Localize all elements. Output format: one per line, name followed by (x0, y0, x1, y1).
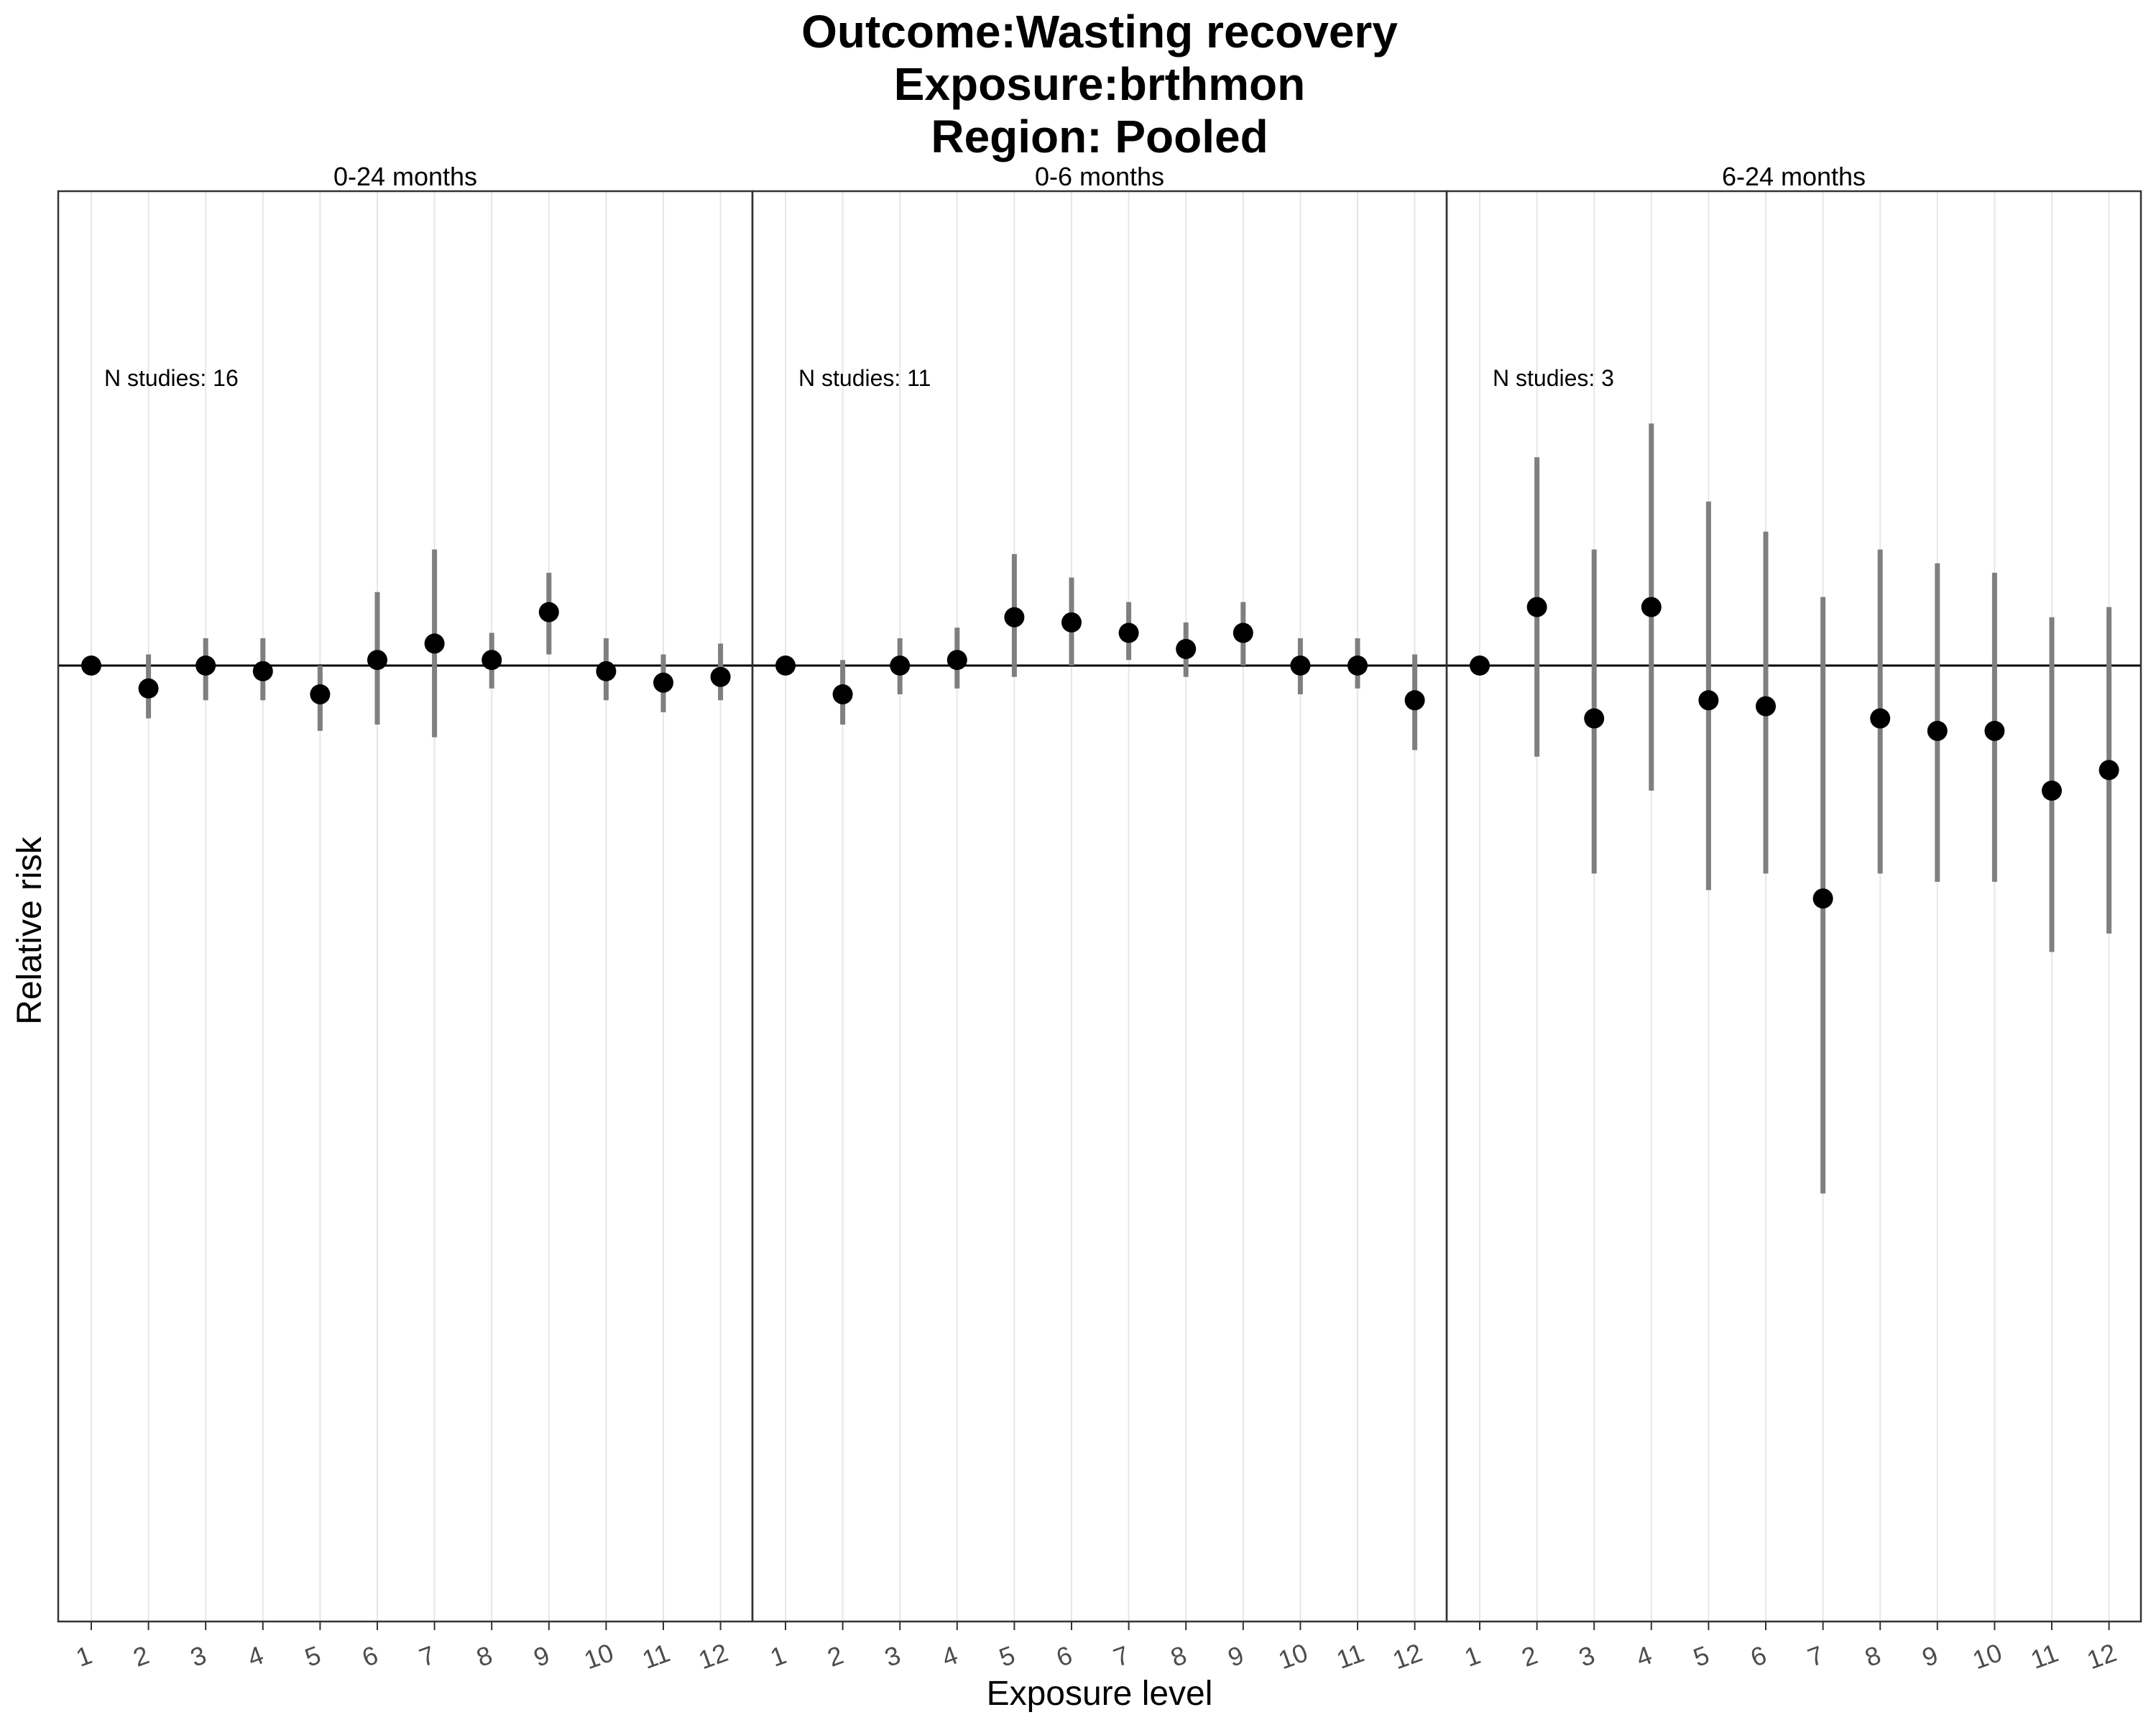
x-tick-label: 1 (766, 1640, 790, 1673)
x-tick-label: 11 (2027, 1638, 2062, 1675)
x-tick-label: 4 (938, 1640, 962, 1673)
point-estimate (1233, 622, 1253, 643)
x-tick-label: 5 (301, 1640, 325, 1673)
x-axis-label: Exposure level (987, 1675, 1213, 1713)
x-tick-label: 6 (358, 1640, 382, 1673)
point-estimate (1004, 607, 1025, 627)
x-tick-label: 9 (1224, 1640, 1248, 1673)
n-studies-annotation: N studies: 16 (104, 365, 239, 391)
point-estimate (710, 666, 731, 687)
x-tick-label: 5 (995, 1640, 1019, 1673)
facet-strip-label: 0-6 months (1035, 162, 1164, 191)
x-tick-label: 6 (1052, 1640, 1076, 1673)
point-estimate (195, 656, 216, 676)
point-estimate (1061, 612, 1082, 632)
x-tick-label: 1 (72, 1640, 96, 1673)
facet-strip-label: 6-24 months (1722, 162, 1866, 191)
point-estimate (1812, 888, 1833, 909)
x-tick-label: 9 (530, 1640, 553, 1673)
n-studies-annotation: N studies: 11 (798, 365, 931, 391)
title-line-region: Region: Pooled (931, 111, 1268, 162)
x-tick-label: 7 (415, 1640, 439, 1673)
x-tick-label: 12 (2083, 1637, 2120, 1675)
panel-border (751, 190, 1448, 1623)
point-estimate (1470, 656, 1490, 676)
point-estimate (1641, 597, 1662, 617)
x-tick-label: 7 (1110, 1640, 1133, 1673)
point-estimate (367, 650, 387, 671)
point-estimate (482, 650, 502, 671)
point-estimate (2099, 760, 2119, 781)
x-tick-label: 3 (187, 1640, 211, 1673)
x-tick-label: 9 (1918, 1640, 1942, 1673)
point-estimate (310, 684, 331, 705)
x-tick-label: 4 (1632, 1640, 1656, 1673)
x-tick-label: 12 (694, 1637, 732, 1675)
point-estimate (81, 656, 101, 676)
x-tick-label: 2 (824, 1640, 847, 1673)
point-estimate (1584, 708, 1605, 729)
x-tick-label: 7 (1804, 1640, 1828, 1673)
x-tick-label: 11 (638, 1638, 673, 1675)
point-estimate (2042, 781, 2062, 801)
x-tick-label: 4 (244, 1640, 267, 1673)
panel-border (57, 190, 754, 1623)
point-estimate (1176, 638, 1197, 659)
point-estimate (653, 672, 673, 693)
x-tick-label: 8 (1861, 1640, 1885, 1673)
point-estimate (424, 633, 445, 654)
x-tick-label: 12 (1388, 1637, 1426, 1675)
point-estimate (1756, 696, 1776, 717)
y-axis-label: Relative risk (11, 836, 49, 1024)
point-estimate (775, 656, 796, 676)
point-estimate (1927, 720, 1948, 741)
point-estimate (1348, 656, 1368, 676)
point-estimate (890, 656, 911, 676)
title-line-outcome: Outcome:Wasting recovery (801, 6, 1398, 58)
x-tick-label: 1 (1460, 1640, 1484, 1673)
x-tick-label: 8 (473, 1640, 497, 1673)
chart-title: Outcome:Wasting recovery Exposure:brthmo… (0, 6, 2156, 163)
point-estimate (1870, 708, 1891, 729)
x-tick-label: 5 (1690, 1640, 1713, 1673)
point-estimate (1404, 690, 1425, 711)
point-estimate (1526, 597, 1547, 617)
x-tick-label: 8 (1167, 1640, 1191, 1673)
n-studies-annotation: N studies: 3 (1493, 365, 1614, 391)
facet-strip-label: 0-24 months (333, 162, 477, 191)
x-tick-label: 3 (1575, 1640, 1599, 1673)
x-tick-label: 10 (1274, 1637, 1312, 1675)
x-tick-label: 11 (1332, 1638, 1368, 1675)
x-tick-label: 3 (881, 1640, 905, 1673)
point-estimate (538, 602, 559, 622)
point-estimate (1290, 656, 1311, 676)
point-estimate (1118, 622, 1139, 643)
point-estimate (1984, 720, 2005, 741)
point-estimate (946, 650, 967, 671)
point-estimate (138, 678, 159, 699)
x-tick-label: 2 (1518, 1640, 1542, 1673)
title-line-exposure: Exposure:brthmon (893, 58, 1306, 110)
x-tick-label: 6 (1746, 1640, 1770, 1673)
panel-border (1445, 190, 2142, 1623)
x-tick-label: 2 (129, 1640, 153, 1673)
point-estimate (832, 684, 853, 705)
point-estimate (252, 661, 273, 681)
point-estimate (596, 661, 617, 681)
point-estimate (1698, 690, 1719, 711)
x-tick-label: 10 (580, 1637, 617, 1675)
x-tick-label: 10 (1968, 1637, 2006, 1675)
